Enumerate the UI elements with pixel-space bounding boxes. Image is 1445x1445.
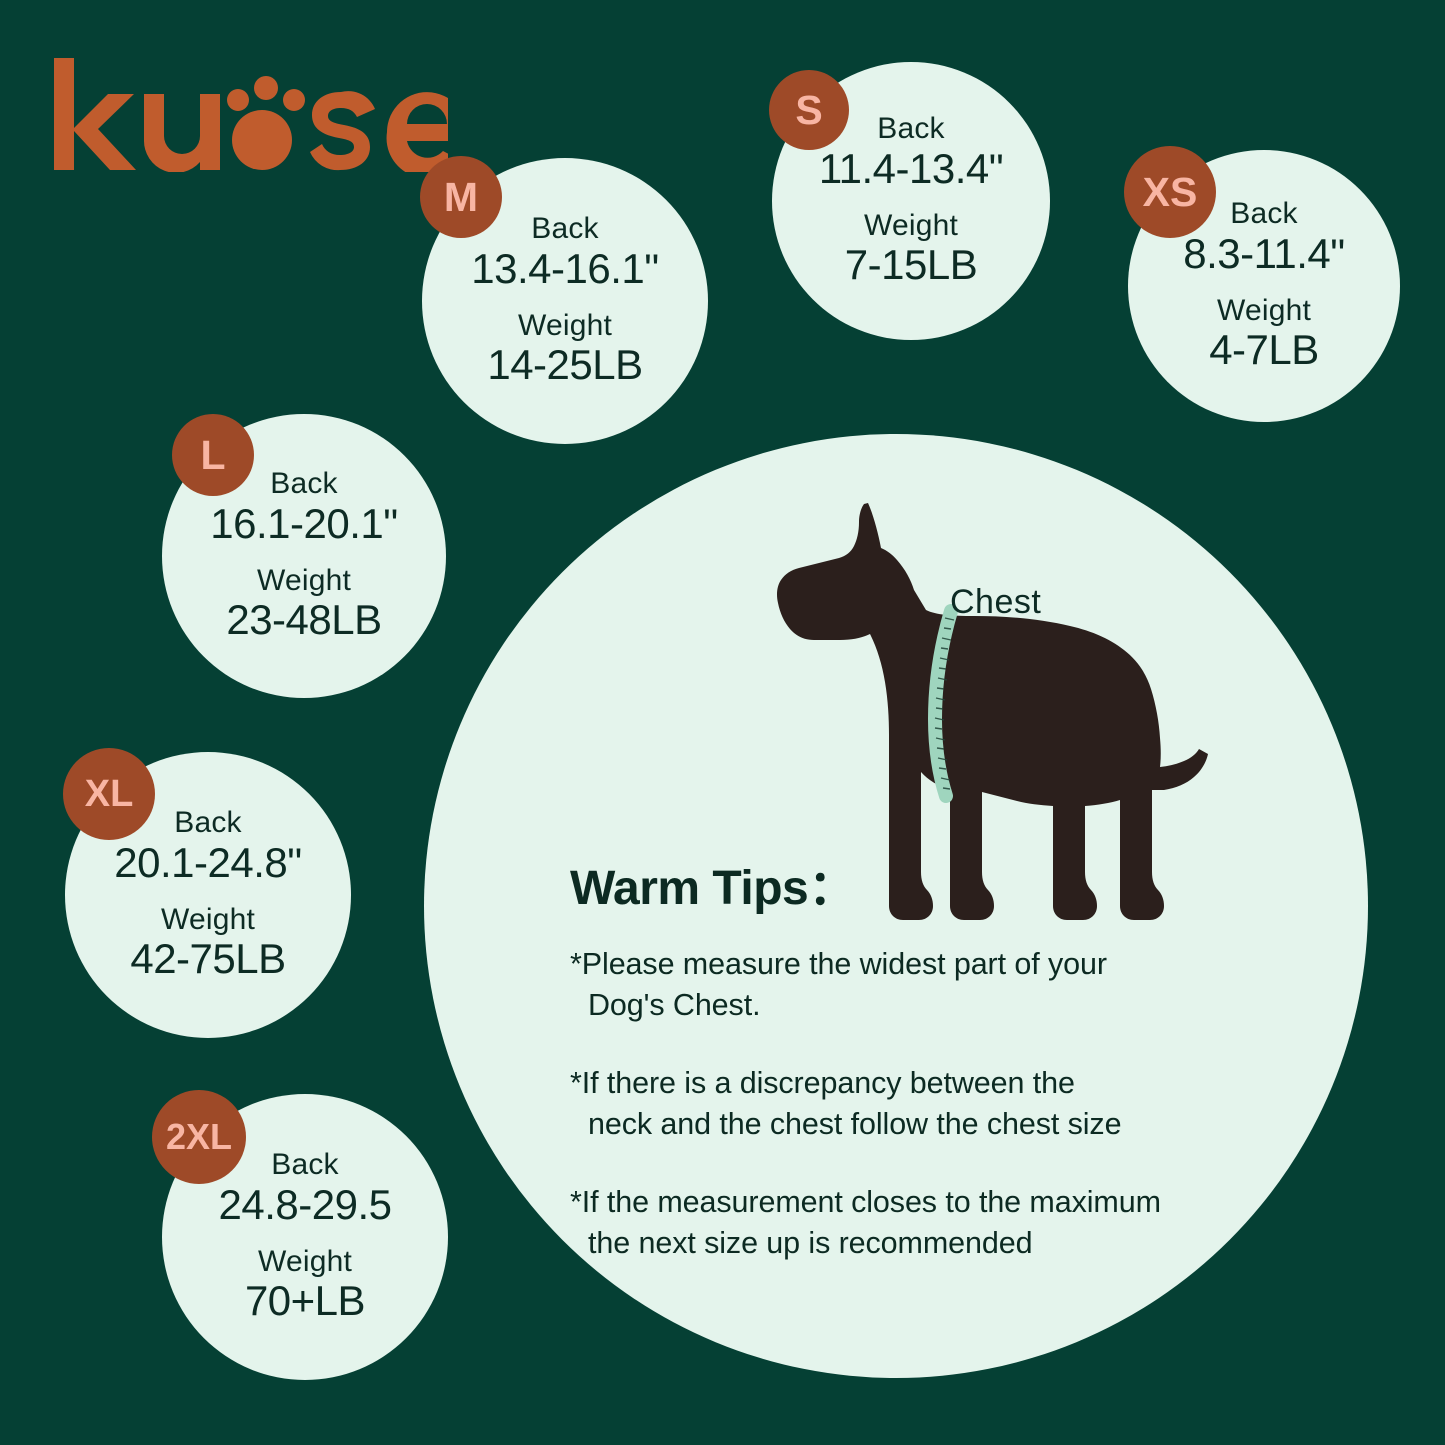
weight-label: Weight	[1216, 294, 1312, 327]
back-label: Back	[271, 1148, 339, 1182]
tip-line: the next size up is recommended	[588, 1225, 1033, 1260]
size-badge-s[interactable]: S	[769, 70, 849, 150]
size-badge-2xl[interactable]: 2XL	[152, 1090, 246, 1184]
dog-body-shape	[777, 503, 1208, 920]
tip-line: *If there is a discrepancy between the	[570, 1066, 1075, 1101]
weight-label: Weight	[256, 564, 352, 597]
warm-tips-block: Warm Tips： *Please measure the widest pa…	[570, 848, 1290, 1263]
warm-tip-item: *If the measurement closes to the maximu…	[570, 1182, 1290, 1263]
weight-value: 7-15LB	[844, 241, 978, 289]
back-label: Back	[174, 806, 242, 840]
tip-line: *Please measure the widest part of your	[570, 947, 1107, 981]
brand-logo	[48, 52, 448, 172]
tip-line: *If the measurement closes to the maximu…	[570, 1185, 1161, 1220]
dog-silhouette-illustration	[740, 470, 1260, 930]
warm-tips-title: Warm Tips：	[570, 862, 856, 915]
size-badge-l[interactable]: L	[172, 414, 254, 496]
tip-line: Dog's Chest.	[588, 987, 761, 1022]
weight-label: Weight	[160, 903, 256, 936]
size-badge-m[interactable]: M	[420, 156, 502, 238]
back-value: 8.3-11.4"	[1183, 229, 1345, 277]
back-label: Back	[877, 112, 945, 146]
back-value: 11.4-13.4"	[818, 144, 1004, 192]
weight-label: Weight	[517, 309, 613, 342]
weight-value: 14-25LB	[487, 341, 643, 389]
back-value: 24.8-29.5	[218, 1180, 392, 1228]
back-label: Back	[270, 467, 338, 501]
warm-tip-item: *If there is a discrepancy between the n…	[570, 1063, 1290, 1144]
weight-label: Weight	[863, 209, 959, 242]
tip-line: neck and the chest follow the chest size	[588, 1106, 1122, 1141]
back-label: Back	[1230, 197, 1298, 231]
back-value: 13.4-16.1"	[471, 244, 659, 292]
weight-value: 23-48LB	[226, 596, 382, 644]
warm-tip-item: *Please measure the widest part of your …	[570, 944, 1290, 1025]
size-badge-xl[interactable]: XL	[63, 748, 155, 840]
weight-value: 42-75LB	[130, 935, 286, 983]
back-value: 20.1-24.8"	[114, 838, 302, 886]
weight-value: 4-7LB	[1209, 326, 1319, 374]
weight-label: Weight	[257, 1245, 353, 1278]
size-badge-xs[interactable]: XS	[1124, 146, 1216, 238]
measuring-tape	[927, 604, 958, 803]
back-value: 16.1-20.1"	[210, 499, 398, 547]
weight-value: 70+LB	[244, 1277, 366, 1325]
back-label: Back	[531, 212, 599, 246]
chest-label: Chest	[950, 583, 1042, 621]
